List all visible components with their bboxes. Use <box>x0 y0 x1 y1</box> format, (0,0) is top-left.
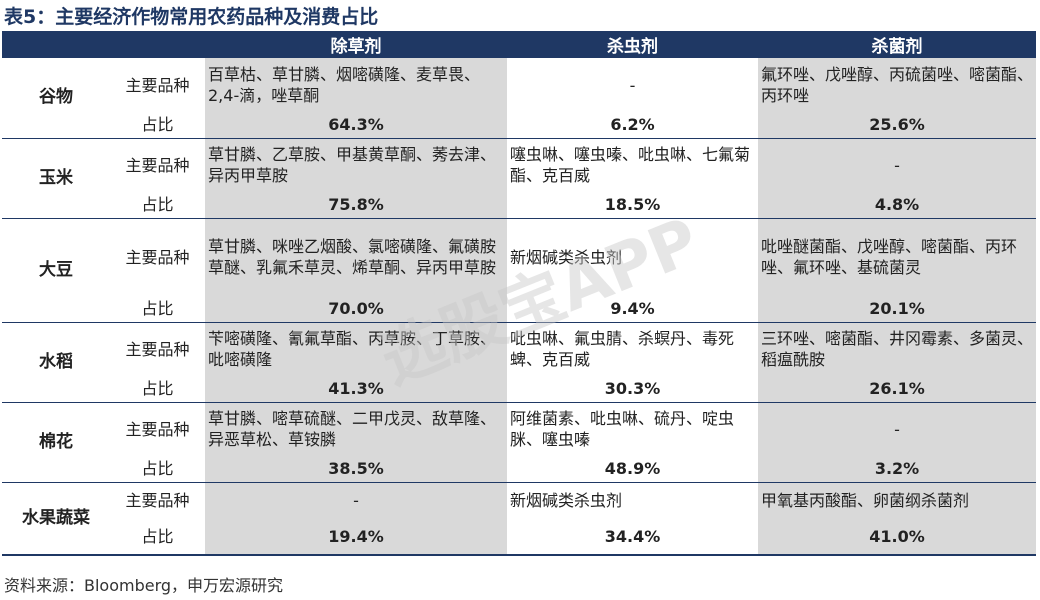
crop-name: 大豆 <box>2 218 110 323</box>
variety-cell: 甲氧基丙酸酯、卵菌纲杀菌剂 <box>758 482 1036 518</box>
table-title: 表5：主要经济作物常用农药品种及消费占比 <box>4 6 379 28</box>
ratio-cell: 30.3% <box>507 376 758 403</box>
ratio-cell: 41.0% <box>758 518 1036 556</box>
variety-cell: 阿维菌素、吡虫啉、硫丹、啶虫脒、噻虫嗪 <box>510 409 735 450</box>
ratio-cell: 38.5% <box>205 456 507 483</box>
ratio-row: 占比 75.8% 18.5% 4.8% <box>2 192 1036 219</box>
crop-name: 谷物 <box>2 58 110 139</box>
header-blank <box>2 31 110 58</box>
column-header: 杀虫剂 <box>507 31 758 58</box>
ratio-cell: 4.8% <box>758 192 1036 219</box>
ratio-cell: 20.1% <box>758 296 1036 323</box>
variety-cell: - <box>629 75 636 95</box>
column-header: 除草剂 <box>205 31 507 58</box>
variety-cell: - <box>758 402 1036 456</box>
crop-name: 水果蔬菜 <box>2 482 110 556</box>
row-label: 主要品种 <box>125 75 190 95</box>
ratio-cell: 19.4% <box>205 518 507 556</box>
ratio-row: 占比 70.0% 9.4% 20.1% <box>2 296 1036 323</box>
variety-cell: 氟环唑、戊唑醇、丙硫菌唑、嘧菌酯、丙环唑 <box>758 58 1036 112</box>
variety-row: 大豆 主要品种 草甘膦、咪唑乙烟酸、氯嘧磺隆、氟磺胺草醚、乳氟禾草灵、烯草酮、异丙甲… <box>2 218 1036 323</box>
ratio-row: 占比 41.3% 30.3% 26.1% <box>2 376 1036 403</box>
ratio-cell: 3.2% <box>758 456 1036 483</box>
ratio-row: 占比 64.3% 6.2% 25.6% <box>2 112 1036 139</box>
crop-name: 水稻 <box>2 322 110 403</box>
ratio-cell: 25.6% <box>758 112 1036 139</box>
header-blank <box>110 31 205 58</box>
variety-row: 谷物 主要品种 百草枯、草甘膦、烟嘧磺隆、麦草畏、2,4-滴，唑草酮 - 氟环唑、戊唑醇… <box>2 58 1036 139</box>
ratio-cell: 70.0% <box>205 296 507 323</box>
ratio-cell: 75.8% <box>205 192 507 219</box>
variety-row: 棉花 主要品种 草甘膦、嘧草硫醚、二甲戊灵、敌草隆、异恶草松、草铵膦 阿维菌素、吡虫啉… <box>2 402 1036 483</box>
variety-cell: 噻虫啉、噻虫嗪、吡虫啉、七氟菊酯、克百威 <box>510 145 751 186</box>
variety-cell: 新烟碱类杀虫剂 <box>510 247 623 267</box>
ratio-cell: 64.3% <box>205 112 507 139</box>
variety-cell: 吡虫啉、氟虫腈、杀螟丹、毒死蜱、克百威 <box>510 329 735 370</box>
variety-cell: 草甘膦、嘧草硫醚、二甲戊灵、敌草隆、异恶草松、草铵膦 <box>205 402 507 456</box>
row-label: 主要品种 <box>125 339 190 359</box>
ratio-cell: 41.3% <box>205 376 507 403</box>
column-header: 杀菌剂 <box>758 31 1036 58</box>
ratio-cell: 34.4% <box>507 518 758 556</box>
variety-cell: 草甘膦、咪唑乙烟酸、氯嘧磺隆、氟磺胺草醚、乳氟禾草灵、烯草酮、异丙甲草胺 <box>205 218 507 296</box>
row-label: 占比 <box>110 376 205 403</box>
variety-cell: 吡唑醚菌酯、戊唑醇、嘧菌酯、丙环唑、氟环唑、基硫菌灵 <box>758 218 1036 296</box>
variety-cell: 新烟碱类杀虫剂 <box>510 490 623 510</box>
ratio-row: 占比 38.5% 48.9% 3.2% <box>2 456 1036 483</box>
source-note: 资料来源：Bloomberg，申万宏源研究 <box>4 576 284 595</box>
row-label: 主要品种 <box>125 419 190 439</box>
row-label: 占比 <box>110 518 205 556</box>
row-label: 主要品种 <box>125 490 190 510</box>
variety-cell: 三环唑、嘧菌酯、井冈霉素、多菌灵、稻瘟酰胺 <box>758 322 1036 376</box>
ratio-cell: 6.2% <box>507 112 758 139</box>
data-table: 除草剂 杀虫剂 杀菌剂 谷物 主要品种 百草枯、草甘膦、烟嘧磺隆、麦草畏、2,4-滴，唑… <box>2 31 1036 556</box>
ratio-cell: 9.4% <box>507 296 758 323</box>
crop-name: 棉花 <box>2 402 110 483</box>
row-label: 占比 <box>110 112 205 139</box>
variety-row: 玉米 主要品种 草甘膦、乙草胺、甲基黄草酮、莠去津、异丙甲草胺 噻虫啉、噻虫嗪、吡虫啉… <box>2 138 1036 219</box>
row-label: 主要品种 <box>125 155 190 175</box>
row-label: 占比 <box>110 296 205 323</box>
variety-cell: - <box>205 482 507 518</box>
row-label: 主要品种 <box>125 247 190 267</box>
variety-cell: 百草枯、草甘膦、烟嘧磺隆、麦草畏、2,4-滴，唑草酮 <box>205 58 507 112</box>
ratio-cell: 48.9% <box>507 456 758 483</box>
variety-cell: 苄嘧磺隆、氰氟草酯、丙草胺、丁草胺、吡嘧磺隆 <box>205 322 507 376</box>
row-label: 占比 <box>110 192 205 219</box>
variety-row: 水稻 主要品种 苄嘧磺隆、氰氟草酯、丙草胺、丁草胺、吡嘧磺隆 吡虫啉、氟虫腈、杀螟丹、… <box>2 322 1036 403</box>
variety-cell: - <box>758 138 1036 192</box>
variety-cell: 草甘膦、乙草胺、甲基黄草酮、莠去津、异丙甲草胺 <box>205 138 507 192</box>
ratio-cell: 18.5% <box>507 192 758 219</box>
variety-row: 水果蔬菜 主要品种 - 新烟碱类杀虫剂 甲氧基丙酸酯、卵菌纲杀菌剂 <box>2 482 1036 556</box>
ratio-cell: 26.1% <box>758 376 1036 403</box>
table-body: 谷物 主要品种 百草枯、草甘膦、烟嘧磺隆、麦草畏、2,4-滴，唑草酮 - 氟环唑、戊唑醇… <box>2 58 1036 556</box>
ratio-row: 占比 19.4% 34.4% 41.0% <box>2 518 1036 556</box>
header-row: 除草剂 杀虫剂 杀菌剂 <box>2 31 1036 58</box>
row-label: 占比 <box>110 456 205 483</box>
crop-name: 玉米 <box>2 138 110 219</box>
